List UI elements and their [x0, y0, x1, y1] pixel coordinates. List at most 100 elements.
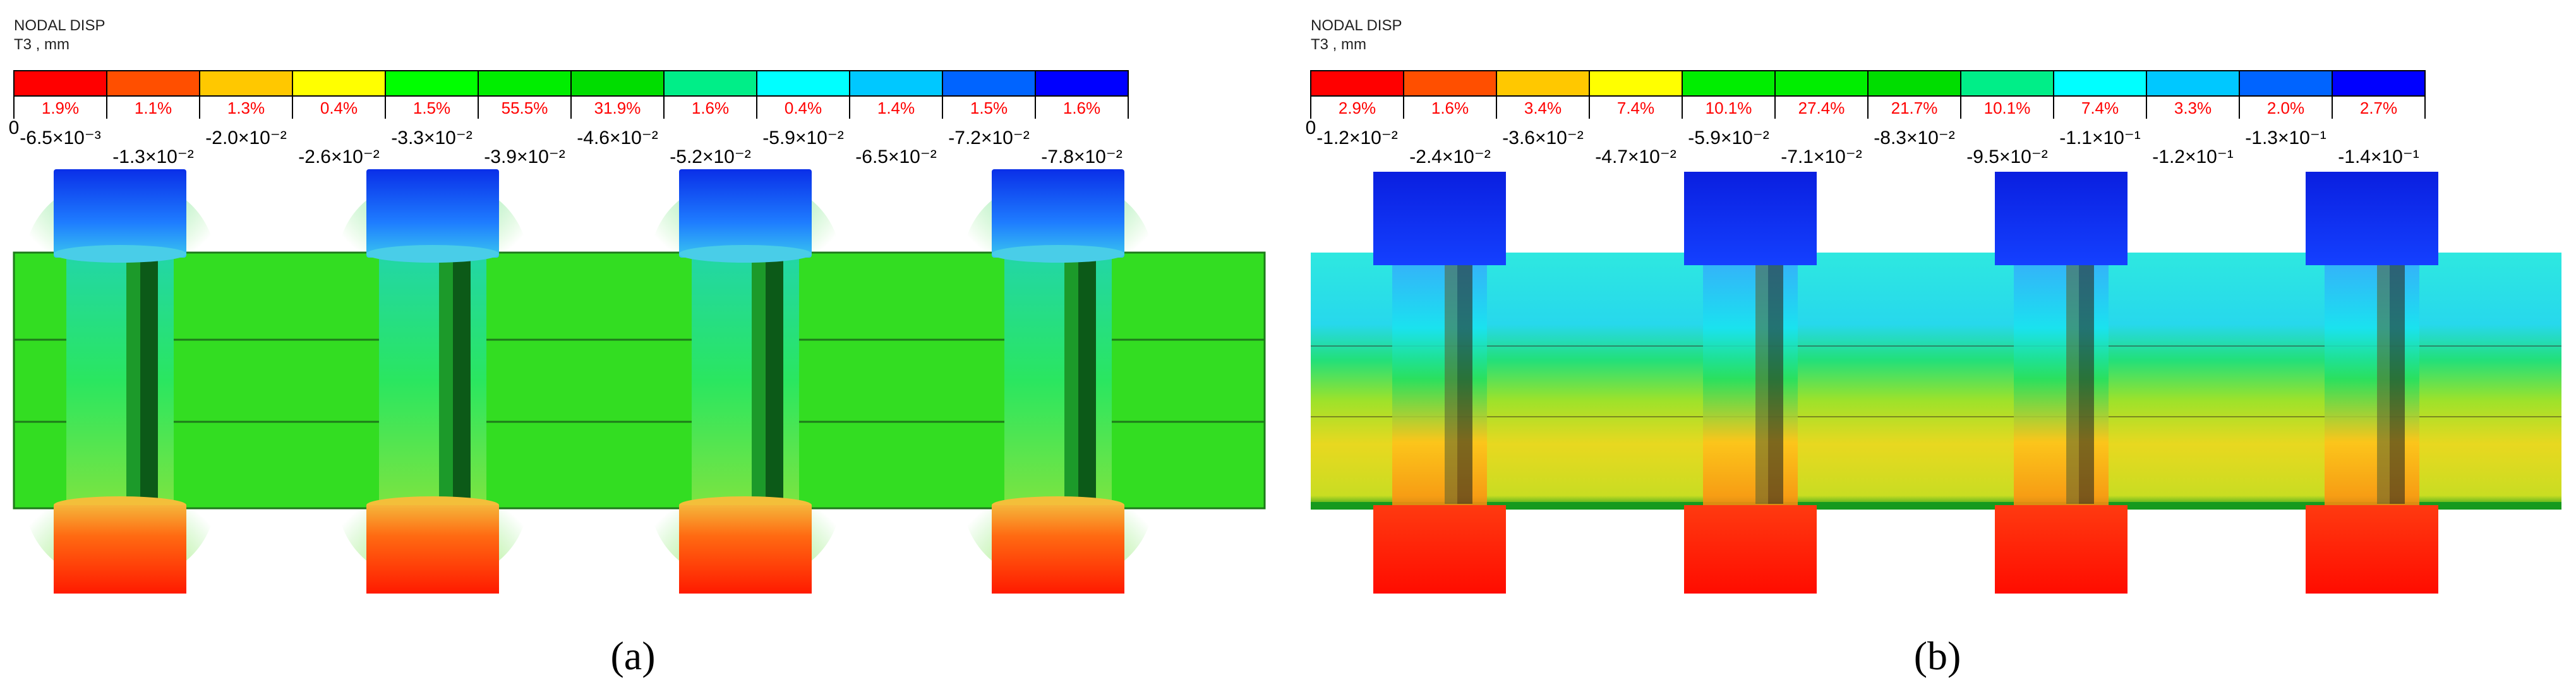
legend-percent: 2.7% [2360, 99, 2397, 117]
fastener [1995, 172, 2128, 594]
nut [1684, 505, 1817, 594]
fasteners [1373, 172, 2438, 594]
legend-tick-label: -6.5×10⁻³ [20, 128, 100, 148]
legend-tick-label: -7.8×10⁻² [1041, 146, 1122, 167]
bolt-head [54, 169, 186, 258]
bolt-head-rim [992, 245, 1124, 263]
legend-percent: 1.6% [1431, 99, 1469, 117]
legend-percent: 1.9% [42, 99, 79, 117]
legend-cell [1310, 70, 1404, 97]
legend-percent: 1.3% [227, 99, 265, 117]
plate-model [1311, 172, 2561, 594]
bolt-shadow [1078, 259, 1096, 505]
legend: NODAL DISP T3 , mm 1.9% 1.1% 1.3% 0.4% 1.5% 5… [9, 17, 1129, 167]
nut [679, 505, 812, 594]
legend-tick-label: 0 [9, 117, 20, 138]
plate-outline [13, 251, 1266, 510]
fastener [963, 169, 1153, 594]
panel-b: NODAL DISP T3 , mm 2.9% 1.6% 3.4% 7.4% 10.1%… [1288, 0, 2576, 696]
legend-tick-label: -3.9×10⁻² [484, 146, 565, 167]
legend-color-bar [13, 70, 1129, 119]
legend-cell [13, 70, 107, 97]
legend-tick-label: -6.5×10⁻² [855, 146, 936, 167]
legend-cell [199, 70, 293, 97]
legend-cell [1496, 70, 1590, 97]
legend-percent: 3.3% [2174, 99, 2212, 117]
bolt-shadow [1768, 258, 1783, 504]
legend-cell [849, 70, 943, 97]
legend-tick-label: -3.6×10⁻² [1502, 128, 1583, 148]
bolt-shank [1703, 253, 1798, 505]
legend-tick-label: -1.2×10⁻¹ [2152, 146, 2233, 167]
fastener [2306, 172, 2438, 594]
bolt-shadow [453, 259, 471, 505]
nut [2306, 505, 2438, 594]
bolt-head [2306, 172, 2438, 265]
legend-tick-label: -9.5×10⁻² [1966, 146, 2047, 167]
legend-percent: 7.4% [2081, 99, 2119, 117]
bolt-shadow [2390, 258, 2405, 504]
legend-cell [942, 70, 1036, 97]
legend-cell [1960, 70, 2054, 97]
legend-tick-label: -5.2×10⁻² [670, 146, 750, 167]
bolt-head [992, 169, 1124, 258]
legend-percent: 10.1% [1706, 99, 1752, 117]
legend-tick-label: -2.6×10⁻² [298, 146, 379, 167]
legend-cell [1403, 70, 1497, 97]
legend-tick-label: -2.0×10⁻² [205, 128, 286, 148]
bolt-shadow [140, 259, 158, 505]
legend-tick-label: -4.7×10⁻² [1595, 146, 1676, 167]
legend-cell [1035, 70, 1129, 97]
legend-percent: 1.5% [970, 99, 1008, 117]
legend-percent: 1.6% [1063, 99, 1100, 117]
legend-percent: 7.4% [1617, 99, 1654, 117]
fastener [1684, 172, 1817, 594]
legend-subtitle: T3 , mm [14, 36, 69, 53]
legend-cell [2146, 70, 2240, 97]
legend-tick-label: -7.2×10⁻² [948, 128, 1029, 148]
legend-percent: 31.9% [594, 99, 641, 117]
legend-tick-label: -2.4×10⁻² [1409, 146, 1490, 167]
caption-a: (a) [610, 633, 655, 678]
legend-tick-label: -3.3×10⁻² [391, 128, 472, 148]
bolt-shank [1392, 253, 1487, 505]
panel-a-figure: NODAL DISP T3 , mm 1.9% 1.1% 1.3% 0.4% 1.5% 5… [9, 17, 1266, 678]
legend-cell [2332, 70, 2426, 97]
fastener [25, 169, 215, 594]
legend-cell [663, 70, 757, 97]
bolt-shadow [2377, 258, 2390, 504]
bolt-shadow [1445, 258, 1457, 504]
legend-percent: 55.5% [502, 99, 548, 117]
legend-tick-label: -1.4×10⁻¹ [2338, 146, 2419, 167]
legend-percent: 21.7% [1891, 99, 1938, 117]
legend-percent: 1.5% [413, 99, 450, 117]
legend-percent: 0.4% [320, 99, 358, 117]
legend-percent: 1.6% [692, 99, 729, 117]
legend-title: NODAL DISP [14, 17, 105, 34]
bolt-shadow [1064, 259, 1078, 505]
legend-cell [756, 70, 850, 97]
legend-title: NODAL DISP [1311, 17, 1402, 34]
legend-cell [1774, 70, 1869, 97]
legend-subtitle: T3 , mm [1311, 36, 1366, 53]
plate-model [13, 169, 1266, 594]
bolt-shadow [1755, 258, 1768, 504]
bolt-shadow [766, 259, 783, 505]
legend-cell [385, 70, 479, 97]
bolt-shadow [126, 259, 140, 505]
panel-b-figure: NODAL DISP T3 , mm 2.9% 1.6% 3.4% 7.4% 10.1%… [1306, 17, 2561, 678]
legend-cell [106, 70, 200, 97]
legend-tick-label: -1.3×10⁻² [112, 146, 193, 167]
nut [54, 505, 186, 594]
legend-tick-label: -4.6×10⁻² [577, 128, 658, 148]
fastener [338, 169, 527, 594]
legend-cell [1682, 70, 1776, 97]
bolt-head [1684, 172, 1817, 265]
legend-percent-labels: 2.9% 1.6% 3.4% 7.4% 10.1% 27.4% 21.7% 10.1% 7.4%… [1339, 99, 2397, 117]
legend-percent: 27.4% [1798, 99, 1845, 117]
legend-percent: 2.9% [1339, 99, 1376, 117]
legend-color-bar [1310, 70, 2426, 119]
bolt-shadow [752, 259, 766, 505]
bolt-shank [2014, 253, 2109, 505]
legend-cell [292, 70, 386, 97]
